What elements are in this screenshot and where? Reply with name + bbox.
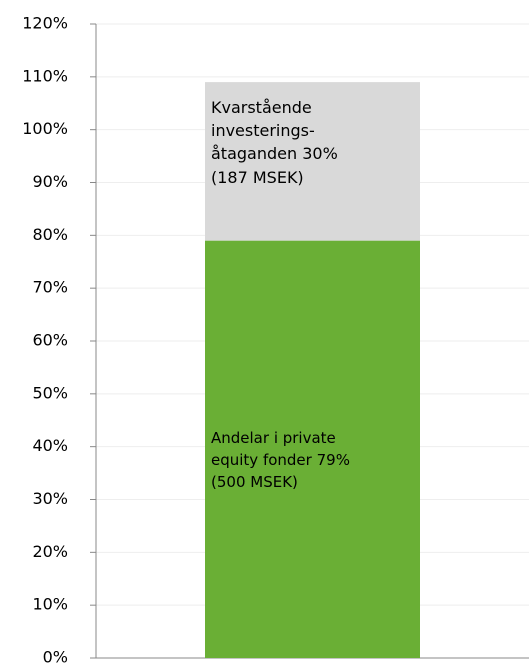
y-tick-label: 110% [22, 66, 68, 85]
y-tick-label: 100% [22, 119, 68, 138]
y-tick-label: 50% [32, 383, 68, 402]
series-name: Andelar i private equity fonder [211, 429, 336, 470]
value-label: 30% (187 MSEK) [211, 144, 338, 187]
y-tick-label: 90% [32, 172, 68, 191]
y-tick-label: 40% [32, 436, 68, 455]
y-tick-label: 10% [32, 595, 68, 614]
segment-label: Andelar i private equity fonder 79% (500… [211, 428, 381, 493]
value-label: 79% (500 MSEK) [211, 451, 350, 491]
y-tick-label: 0% [43, 648, 68, 666]
y-tick-label: 80% [32, 225, 68, 244]
y-tick-label: 70% [32, 278, 68, 297]
bar-segment [205, 240, 420, 658]
y-tick-label: 20% [32, 542, 68, 561]
segment-label: Kvarstående investerings-åtaganden 30% (… [211, 96, 361, 189]
bar-segment [205, 82, 420, 241]
series-name: Kvarstående investerings-åtaganden [211, 98, 315, 164]
y-tick-label: 30% [32, 489, 68, 508]
y-tick-label: 60% [32, 331, 68, 350]
y-tick-label: 120% [22, 14, 68, 33]
